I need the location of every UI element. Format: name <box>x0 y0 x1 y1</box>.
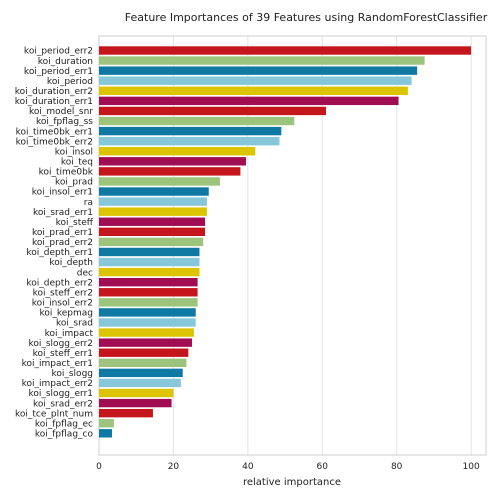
y-tick-label: koi_period_err2 <box>24 47 93 57</box>
y-tick-label: koi_insol_err2 <box>32 299 93 309</box>
y-tick-label: koi_insol <box>55 147 93 157</box>
bar-ra <box>99 197 207 206</box>
y-tick-label: koi_depth_err2 <box>26 278 93 288</box>
bar-koi-srad-err1 <box>99 207 207 216</box>
bar-koi-insol-err2 <box>99 298 198 307</box>
y-tick-label: koi_srad <box>56 319 93 329</box>
y-tick-label: koi_insol_err1 <box>32 188 93 198</box>
bars <box>99 46 472 438</box>
y-tick-label: koi_prad <box>55 178 93 188</box>
bar-koi-impact-err1 <box>99 358 187 367</box>
bar-koi-prad-err2 <box>99 237 204 247</box>
x-axis-label: relative importance <box>243 477 341 488</box>
y-tick-label: koi_fpflag_ss <box>36 117 93 127</box>
y-tick-label: koi_time0bk_err2 <box>16 137 93 147</box>
bar-koi-slogg-err1 <box>99 388 174 398</box>
y-tick-label: koi_time0bk_err1 <box>16 127 93 137</box>
y-tick-label: koi_impact_err2 <box>22 379 93 389</box>
bar-koi-srad <box>99 318 196 327</box>
bar-koi-duration <box>99 56 425 65</box>
bar-koi-steff-err2 <box>99 288 198 297</box>
y-tick-label: koi_fpflag_co <box>35 430 94 440</box>
bar-koi-tce-plnt-num <box>99 408 153 418</box>
y-tick-label: koi_impact <box>45 329 94 339</box>
y-tick-label: koi_steff <box>56 218 94 228</box>
bar-koi-time0bk-err2 <box>99 136 280 146</box>
bar-koi-duration-err1 <box>99 96 399 106</box>
y-tick-label: koi_prad_err1 <box>32 228 93 238</box>
x-tick-label: 20 <box>168 462 180 472</box>
y-tick-label: koi_depth_err1 <box>26 248 93 258</box>
y-tick-label: koi_period <box>47 77 93 87</box>
bar-koi-fpflag-ec <box>99 419 114 428</box>
bar-koi-period-err2 <box>99 46 472 55</box>
chart-title: Feature Importances of 39 Features using… <box>125 11 488 24</box>
bar-koi-slogg-err2 <box>99 338 193 347</box>
y-tick-label: koi_srad_err1 <box>33 208 93 218</box>
x-tick-labels: 0 20 40 60 80 100 <box>96 462 480 472</box>
bar-koi-model-snr <box>99 106 326 116</box>
x-tick-label: 40 <box>242 462 254 472</box>
bar-koi-teq <box>99 157 246 166</box>
bar-koi-fpflag-co <box>99 429 113 438</box>
bar-dec <box>99 267 200 277</box>
bar-koi-depth <box>99 257 200 267</box>
bar-koi-depth-err2 <box>99 277 198 287</box>
y-tick-label: koi_prad_err2 <box>32 238 93 248</box>
bar-koi-insol-err1 <box>99 187 209 196</box>
bar-koi-impact <box>99 328 194 337</box>
bar-koi-depth-err1 <box>99 247 200 257</box>
y-tick-label: ra <box>84 198 93 208</box>
bar-koi-time0bk <box>99 167 241 176</box>
y-tick-labels: koi_period_err2koi_durationkoi_period_er… <box>15 47 94 440</box>
y-tick-label: koi_teq <box>61 158 93 168</box>
y-tick-label: koi_steff_err2 <box>33 288 93 298</box>
bar-koi-slogg <box>99 368 183 378</box>
bar-koi-srad-err2 <box>99 398 172 408</box>
x-tick-label: 100 <box>463 462 480 472</box>
y-tick-label: koi_tce_plnt_num <box>15 409 93 419</box>
bar-koi-time0bk-err1 <box>99 126 282 136</box>
y-tick-label: dec <box>77 268 93 278</box>
y-tick-label: koi_duration <box>38 57 93 67</box>
y-tick-label: koi_impact_err1 <box>22 359 93 369</box>
bar-koi-steff-err1 <box>99 348 189 357</box>
bar-koi-period-err1 <box>99 66 418 75</box>
y-tick-label: koi_slogg_err1 <box>28 389 93 399</box>
bar-koi-steff <box>99 217 206 226</box>
bar-koi-impact-err2 <box>99 378 181 388</box>
y-tick-label: koi_steff_err1 <box>33 349 93 359</box>
bar-koi-prad-err1 <box>99 227 206 237</box>
bar-koi-period <box>99 76 412 85</box>
y-tick-label: koi_time0bk <box>39 168 94 178</box>
y-tick-label: koi_duration_err1 <box>15 97 93 107</box>
y-tick-label: koi_slogg <box>51 369 93 379</box>
x-tick-label: 80 <box>391 462 403 472</box>
y-tick-label: koi_model_snr <box>29 107 93 117</box>
y-tick-label: koi_duration_err2 <box>15 87 93 97</box>
y-tick-label: koi_srad_err2 <box>33 399 93 409</box>
bar-koi-kepmag <box>99 308 196 317</box>
bar-koi-fpflag-ss <box>99 116 295 126</box>
bar-koi-prad <box>99 177 220 186</box>
y-tick-label: koi_depth <box>49 258 93 268</box>
x-tick-label: 60 <box>317 462 329 472</box>
y-tick-label: koi_period_err1 <box>24 67 93 77</box>
y-tick-label: koi_kepmag <box>39 309 93 319</box>
bar-koi-duration-err2 <box>99 86 408 95</box>
bar-koi-insol <box>99 147 256 156</box>
y-tick-label: koi_fpflag_ec <box>35 419 93 429</box>
y-tick-label: koi_slogg_err2 <box>28 339 93 349</box>
x-tick-label: 0 <box>96 462 102 472</box>
